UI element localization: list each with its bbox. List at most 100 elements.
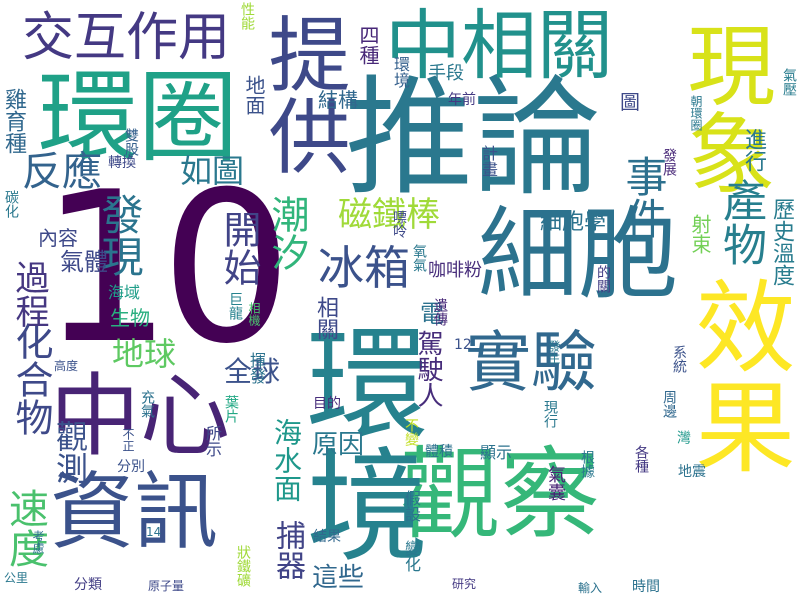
cloud-word: 系統 — [671, 345, 687, 373]
cloud-word: 12 — [454, 337, 472, 353]
cloud-word: 氧氣 — [411, 244, 427, 272]
cloud-word: 地震 — [678, 464, 706, 480]
cloud-word: 潮汐 — [265, 195, 309, 271]
cloud-word: 計畫 — [479, 145, 498, 177]
cloud-word: 顯示 — [480, 443, 513, 462]
cloud-word: 交互作用 — [22, 8, 231, 68]
cloud-word: 這些 — [312, 563, 365, 593]
cloud-word: 發現 — [95, 193, 144, 277]
cloud-word: 氣體 — [60, 248, 108, 276]
cloud-word: 中心 — [50, 364, 230, 469]
cloud-word: 反應 — [22, 149, 102, 195]
cloud-word: 觀察 — [400, 436, 600, 553]
cloud-word: 雙股 — [123, 128, 139, 156]
cloud-word: 發展 — [661, 148, 677, 176]
cloud-word: 根據 — [579, 450, 595, 478]
cloud-word: 狀鐵礦 — [235, 545, 251, 587]
cloud-word: 現行 — [542, 400, 558, 428]
cloud-word: 年前 — [448, 92, 476, 108]
cloud-word: 10 — [40, 148, 293, 390]
cloud-word: 相關 — [313, 296, 338, 340]
cloud-word: 實驗 — [465, 324, 597, 401]
cloud-word: 海水面 — [270, 418, 303, 502]
cloud-word: 不正 — [121, 428, 135, 452]
cloud-word: 射束 — [688, 214, 712, 254]
cloud-word: 環圈 — [38, 59, 238, 176]
cloud-word: 化合物 — [9, 322, 53, 436]
cloud-word: 推論 — [345, 64, 602, 213]
cloud-word: 進行 — [741, 128, 766, 172]
cloud-word: 發生 — [547, 340, 561, 364]
cloud-word: 遺傳 — [432, 298, 448, 326]
cloud-word: 輸入 — [578, 581, 603, 595]
cloud-word: 地球 — [112, 335, 177, 373]
cloud-word: 冰箱 — [318, 241, 410, 295]
cloud-word: 全球 — [224, 355, 281, 388]
cloud-word: 嘌呤 — [391, 210, 407, 238]
cloud-word: 14 — [146, 525, 162, 539]
cloud-word: 圖 — [620, 90, 640, 114]
cloud-word: 原子量 — [148, 579, 185, 593]
cloud-word: 相機 — [247, 302, 261, 326]
cloud-word: 灣 — [675, 430, 691, 444]
cloud-word: 充氣 — [139, 390, 155, 418]
cloud-word: 研究 — [452, 577, 477, 591]
cloud-word: 電 — [420, 300, 444, 328]
cloud-word: 變化 — [402, 540, 421, 572]
cloud-word: 過程 — [9, 260, 49, 328]
cloud-word: 開始 — [217, 210, 261, 286]
cloud-word: 各種 — [633, 445, 649, 473]
cloud-word: 環境 — [391, 56, 410, 88]
cloud-word: 轉換 — [108, 155, 136, 171]
cloud-word: 周邊 — [661, 390, 677, 418]
cloud-word: 產物 — [715, 178, 766, 266]
cloud-word: 考慮 — [31, 530, 45, 554]
cloud-word: 時間 — [632, 579, 660, 595]
cloud-word: 結構 — [318, 88, 358, 112]
cloud-word: 細胞學 — [540, 210, 607, 235]
cloud-word: 公里 — [4, 571, 29, 585]
cloud-word: 地面 — [242, 75, 266, 115]
cloud-word: 資訊 — [50, 463, 219, 561]
cloud-word: 目的 — [313, 396, 341, 412]
cloud-word: 生物 — [110, 306, 150, 330]
cloud-word: 捕器 — [270, 520, 305, 580]
cloud-word: 高度 — [54, 359, 79, 373]
cloud-word: 駕駛人 — [413, 330, 443, 408]
cloud-word: 速度 — [2, 488, 48, 568]
cloud-word: 分類 — [74, 577, 102, 593]
cloud-word: 磁鐵棒 — [338, 195, 440, 235]
cloud-word: 四種 — [356, 25, 380, 65]
cloud-word: 揮發 — [247, 352, 266, 384]
cloud-word: 氣囊 — [545, 465, 566, 501]
cloud-word: 性能 — [239, 2, 255, 30]
cloud-word: 氣壓 — [781, 68, 797, 96]
cloud-word: 海域 — [108, 283, 141, 302]
cloud-word: 事件 — [619, 155, 668, 239]
cloud-word: 歷史溫度 — [769, 198, 794, 286]
cloud-word: 結果 — [313, 529, 341, 545]
cloud-word: 內容 — [38, 226, 78, 250]
cloud-word: 所示 — [203, 425, 222, 457]
cloud-word: 不變 — [403, 418, 419, 446]
cloud-word: 原因 — [312, 430, 365, 460]
cloud-word: 觀測 — [51, 420, 89, 484]
cloud-word: 體積 — [425, 444, 453, 460]
cloud-word: 效果 — [678, 275, 795, 475]
cloud-word: 朝環圈 — [689, 95, 703, 131]
cloud-word: 手段 — [428, 63, 464, 84]
cloud-word: 碳化 — [3, 190, 19, 218]
cloud-word: 巨龍 — [227, 292, 243, 320]
cloud-word: 雞育種 — [1, 88, 26, 154]
cloud-word: 的關 — [595, 265, 611, 293]
cloud-word: 假設 — [402, 490, 421, 522]
cloud-word: 提供 — [254, 12, 349, 176]
cloud-word: 分別 — [117, 459, 145, 475]
cloud-word: 現象 — [673, 20, 776, 196]
cloud-word: 中相關 — [385, 1, 613, 90]
cloud-word: 咖啡粉 — [428, 260, 482, 281]
cloud-word: 如圖 — [180, 152, 245, 190]
cloud-word: 環境 — [286, 320, 428, 564]
cloud-word: 葉片 — [223, 395, 239, 423]
